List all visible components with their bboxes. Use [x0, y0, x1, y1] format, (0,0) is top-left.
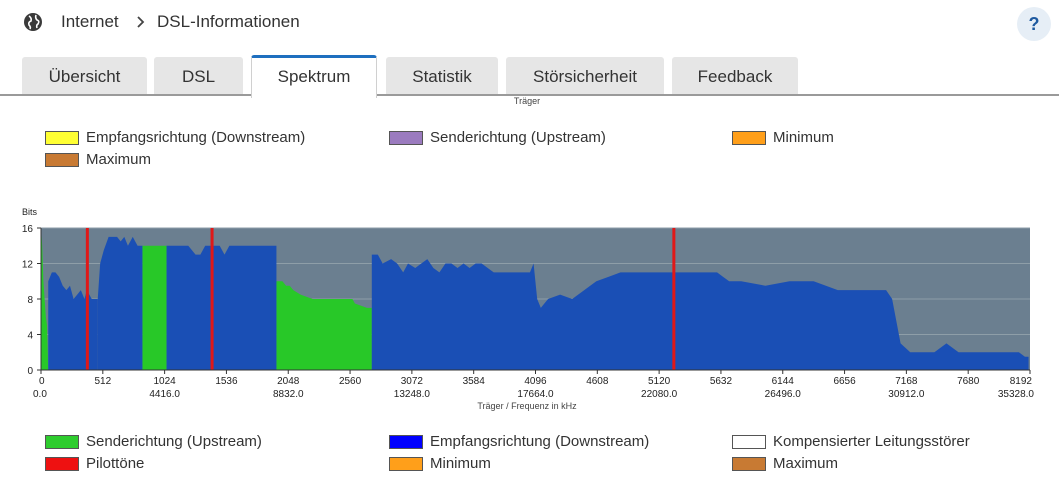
legend-label: Senderichtung (Upstream)	[430, 129, 606, 146]
legend-label: Empfangsrichtung (Downstream)	[430, 433, 650, 450]
tab-spektrum[interactable]: Spektrum	[251, 55, 377, 98]
legend-swatch	[389, 435, 423, 449]
legend-label: Pilottöne	[86, 455, 145, 472]
help-button[interactable]: ?	[1017, 7, 1051, 41]
legend-swatch	[389, 457, 423, 471]
y-tick-label: 4	[27, 331, 33, 342]
tab-dsl[interactable]: DSL	[154, 57, 243, 95]
freq-tick-label: 30912.0	[888, 389, 925, 400]
legend-label: Senderichtung (Upstream)	[86, 433, 262, 450]
legend-swatch	[389, 131, 423, 145]
freq-tick-label: 0.0	[33, 389, 47, 400]
freq-tick-label: 35328.0	[998, 389, 1035, 400]
legend-label: Maximum	[773, 455, 839, 472]
tab-divider	[0, 94, 1059, 96]
x-tick-label: 1536	[215, 376, 238, 387]
downstream-band	[371, 254, 1029, 370]
downstream-band	[97, 236, 143, 370]
y-tick-label: 16	[22, 224, 34, 235]
freq-tick-label: 4416.0	[149, 389, 180, 400]
tab-bar: Übersicht DSL Spektrum Statistik Störsic…	[0, 55, 1059, 98]
x-tick-label: 512	[94, 376, 111, 387]
tab-statistik[interactable]: Statistik	[386, 57, 498, 95]
legend-swatch	[732, 435, 766, 449]
x-tick-label: 0	[39, 376, 45, 387]
legend-swatch	[45, 153, 79, 167]
freq-tick-label: 8832.0	[273, 389, 304, 400]
x-tick-label: 1024	[154, 376, 177, 387]
y-axis-label: Bits	[22, 207, 38, 217]
legend-label: Minimum	[773, 129, 834, 146]
upstream-band	[41, 228, 49, 370]
upstream-band	[276, 281, 372, 370]
legend-swatch	[732, 131, 766, 145]
legend-swatch	[45, 131, 79, 145]
freq-tick-label: 22080.0	[641, 389, 678, 400]
freq-tick-label: 26496.0	[765, 389, 802, 400]
chevron-right-icon	[137, 16, 145, 28]
tab-stoersicherheit[interactable]: Störsicherheit	[506, 57, 664, 95]
globe-icon	[24, 13, 42, 31]
legend-label: Maximum	[86, 151, 152, 168]
tab-uebersicht[interactable]: Übersicht	[22, 57, 147, 95]
x-tick-label: 2048	[277, 376, 300, 387]
breadcrumb-internet[interactable]: Internet	[61, 12, 119, 31]
y-tick-label: 8	[27, 295, 33, 306]
y-tick-label: 0	[27, 366, 33, 377]
x-tick-label: 6656	[833, 376, 856, 387]
spectrum-chart: 0 4 8 12 16 0 512 1024 1536 2048 2560 3072 3584 4096 4…	[22, 207, 1035, 411]
tab-feedback[interactable]: Feedback	[672, 57, 798, 95]
x-tick-label: 2560	[339, 376, 362, 387]
top-bar: Internet DSL-Informationen ?	[0, 0, 1059, 46]
x-axis-label: Träger / Frequenz in kHz	[477, 401, 577, 411]
x-tick-label: 8192	[1010, 376, 1033, 387]
x-tick-label: 5632	[710, 376, 733, 387]
x-tick-label: 4608	[586, 376, 609, 387]
x-tick-label: 7168	[895, 376, 918, 387]
x-tick-label: 3584	[463, 376, 486, 387]
legend-swatch	[45, 435, 79, 449]
x-tick-label: 4096	[524, 376, 547, 387]
legend-swatch	[732, 457, 766, 471]
downstream-band	[48, 272, 98, 370]
page-title: DSL-Informationen	[157, 12, 300, 31]
legend-swatch	[45, 457, 79, 471]
upstream-band	[142, 245, 167, 370]
freq-tick-label: 17664.0	[517, 389, 554, 400]
freq-tick-label: 13248.0	[394, 389, 431, 400]
x-tick-label: 5120	[648, 376, 671, 387]
legend-label: Empfangsrichtung (Downstream)	[86, 129, 306, 146]
y-tick-label: 12	[22, 260, 34, 271]
x-tick-label: 7680	[957, 376, 980, 387]
downstream-band	[166, 245, 277, 370]
legend-label: Minimum	[430, 455, 491, 472]
top-axis-label: Träger	[513, 96, 541, 106]
x-tick-label: 3072	[401, 376, 424, 387]
legend-label: Kompensierter Leitungsstörer	[773, 433, 970, 450]
x-tick-label: 6144	[772, 376, 795, 387]
